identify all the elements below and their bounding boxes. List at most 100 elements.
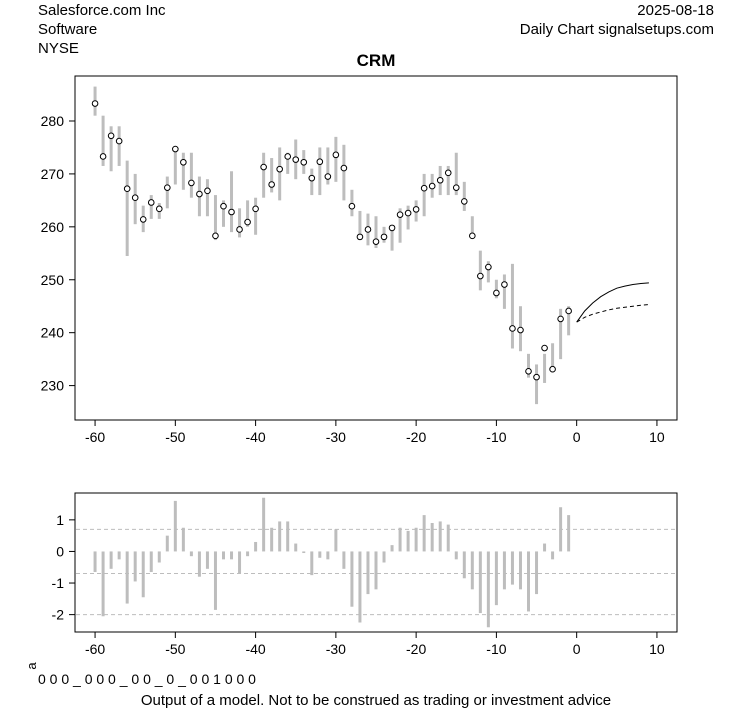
close-point xyxy=(236,226,243,233)
x-tick-label: -10 xyxy=(486,641,506,657)
plot-frame xyxy=(74,492,678,633)
close-point xyxy=(485,263,492,271)
close-point xyxy=(396,211,404,218)
close-point xyxy=(348,202,356,210)
chart-source: Daily Chart signalsetups.com xyxy=(519,21,714,38)
close-point xyxy=(147,199,155,206)
y-tick-label: 270 xyxy=(41,166,65,182)
y-tick-label: -1 xyxy=(52,575,65,591)
close-point xyxy=(533,373,540,381)
x-tick-label: -30 xyxy=(326,641,346,657)
sector-label: Software xyxy=(38,21,98,38)
close-point xyxy=(388,224,396,232)
x-tick-label: -60 xyxy=(85,429,105,445)
close-point xyxy=(452,184,460,191)
close-point xyxy=(525,368,532,375)
forecast-solid-line xyxy=(576,282,649,323)
close-point xyxy=(123,185,131,193)
forecast-dashed-line xyxy=(576,304,649,323)
exchange-label: NYSE xyxy=(38,40,79,57)
close-point xyxy=(509,325,516,332)
x-tick-label: -20 xyxy=(406,641,426,657)
close-point xyxy=(204,187,211,195)
signal-panel: -60 -50 -40 -30 -20 -10 0 10-2-101 xyxy=(52,492,678,657)
close-point xyxy=(91,100,99,107)
close-point xyxy=(436,176,444,184)
close-point xyxy=(131,194,139,202)
close-point xyxy=(244,218,251,226)
x-tick-label: -50 xyxy=(165,429,185,445)
x-tick-label: -40 xyxy=(245,429,265,445)
close-point xyxy=(284,153,292,160)
close-point xyxy=(180,158,187,166)
chart-title: CRM xyxy=(357,51,396,70)
plot-frame xyxy=(74,75,678,421)
price-panel: -60 -50 -40 -30 -20 -10 0 10 230 240 250 260 270 280 xyxy=(41,75,678,445)
close-point xyxy=(276,165,283,173)
close-point xyxy=(292,156,300,163)
close-point xyxy=(316,158,324,166)
close-point xyxy=(332,151,340,159)
close-point xyxy=(188,179,195,187)
close-point xyxy=(300,158,308,166)
x-tick-label: 0 xyxy=(573,641,581,657)
close-point xyxy=(308,174,316,182)
x-tick-label: -10 xyxy=(486,429,506,445)
y-tick-label: 250 xyxy=(41,272,65,288)
close-point xyxy=(324,173,332,180)
close-point xyxy=(469,232,476,240)
close-point xyxy=(212,232,219,240)
close-point xyxy=(565,307,572,315)
close-point xyxy=(493,289,500,297)
x-tick-label: -20 xyxy=(406,429,426,445)
close-point xyxy=(404,209,412,217)
x-tick-label: -50 xyxy=(165,641,185,657)
y-tick-label: 1 xyxy=(56,512,64,528)
close-point xyxy=(260,163,267,171)
close-point xyxy=(268,181,275,188)
close-point xyxy=(107,132,115,140)
company-name: Salesforce.com Inc xyxy=(38,2,166,19)
close-point xyxy=(412,206,420,213)
close-point xyxy=(172,145,179,153)
close-point xyxy=(220,202,227,210)
close-point xyxy=(477,272,484,280)
close-point xyxy=(155,205,163,213)
close-point xyxy=(420,184,428,192)
close-point xyxy=(164,184,171,191)
x-tick-label: -30 xyxy=(326,429,346,445)
close-point xyxy=(364,226,372,233)
close-point xyxy=(444,169,452,177)
y-tick-label: 260 xyxy=(41,219,65,235)
close-point xyxy=(549,365,556,373)
close-point xyxy=(115,137,123,145)
close-point xyxy=(517,326,524,334)
y-tick-label: -2 xyxy=(52,607,65,623)
x-tick-label: 0 xyxy=(573,429,581,445)
close-point xyxy=(139,216,147,223)
close-point xyxy=(428,182,436,190)
close-point xyxy=(356,233,364,241)
y-tick-label: 280 xyxy=(41,113,65,129)
close-point xyxy=(460,198,468,205)
signal-axis-label: a xyxy=(24,662,39,670)
close-point xyxy=(557,315,564,323)
close-point xyxy=(372,238,380,245)
disclaimer: Output of a model. Not to be construed a… xyxy=(141,692,611,708)
close-point xyxy=(228,208,235,216)
x-tick-label: -60 xyxy=(85,641,105,657)
close-point xyxy=(541,344,548,352)
y-tick-label: 240 xyxy=(41,325,65,341)
close-point xyxy=(340,164,348,172)
y-tick-label: 0 xyxy=(56,543,64,559)
close-point xyxy=(196,190,203,198)
close-point xyxy=(99,153,107,160)
x-tick-label: 10 xyxy=(649,429,665,445)
close-point xyxy=(501,281,508,288)
close-point xyxy=(252,205,259,213)
x-tick-label: 10 xyxy=(649,641,665,657)
signal-string: 0 0 0 _ 0 0 0 _ 0 0 _ 0 _ 0 0 1 0 0 0 xyxy=(38,671,256,687)
y-tick-label: 230 xyxy=(41,378,65,394)
close-point xyxy=(380,233,388,241)
